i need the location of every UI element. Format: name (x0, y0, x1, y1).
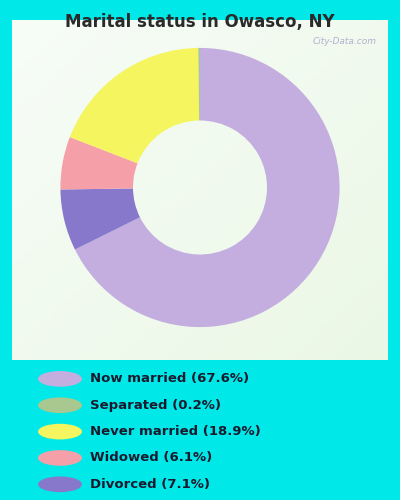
Wedge shape (60, 137, 138, 190)
Wedge shape (198, 48, 200, 120)
Text: Divorced (7.1%): Divorced (7.1%) (90, 478, 210, 491)
Circle shape (38, 476, 82, 492)
Circle shape (38, 371, 82, 386)
Text: Never married (18.9%): Never married (18.9%) (90, 425, 261, 438)
Wedge shape (75, 48, 340, 327)
Text: City-Data.com: City-Data.com (313, 37, 377, 46)
Circle shape (38, 398, 82, 413)
Wedge shape (60, 188, 140, 250)
Circle shape (38, 450, 82, 466)
Text: Widowed (6.1%): Widowed (6.1%) (90, 452, 212, 464)
Text: Marital status in Owasco, NY: Marital status in Owasco, NY (65, 12, 335, 30)
Wedge shape (70, 48, 199, 164)
Circle shape (38, 424, 82, 440)
Text: Separated (0.2%): Separated (0.2%) (90, 398, 221, 411)
Text: Now married (67.6%): Now married (67.6%) (90, 372, 249, 386)
